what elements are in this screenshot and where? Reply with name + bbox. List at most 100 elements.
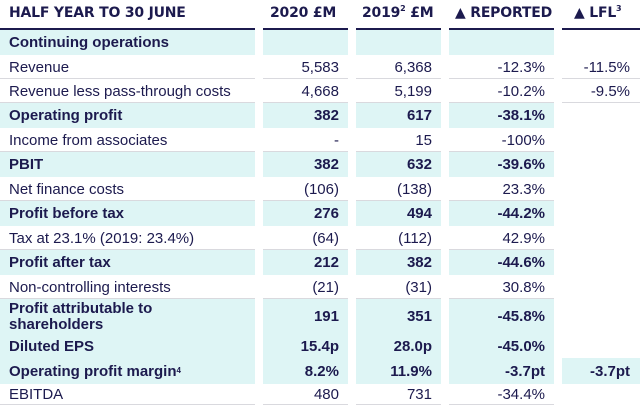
row-label: PBIT (9, 152, 43, 177)
value-lfl: -9.5% (590, 82, 630, 100)
row-divider (0, 151, 255, 152)
row-divider (356, 78, 441, 79)
row-highlight (562, 358, 640, 384)
row-highlight (263, 152, 348, 177)
row-label-text: Income from associates (9, 131, 168, 149)
row-divider (0, 102, 255, 103)
row-highlight (356, 30, 441, 55)
row-label-text: EBITDA (9, 386, 64, 403)
row-label-text: PBIT (9, 156, 44, 173)
row-highlight (263, 103, 348, 128)
value-2019: (31) (405, 278, 432, 296)
row-divider (356, 298, 441, 299)
table-row: Non-controlling interests (21) (31) 30.8% (0, 275, 640, 299)
row-highlight (356, 103, 441, 128)
row-divider (356, 249, 441, 250)
row-divider (263, 151, 348, 152)
row-label: Income from associates (9, 128, 167, 152)
row-divider (0, 404, 255, 405)
value-2019: 632 (406, 156, 432, 173)
value-2020: (106) (303, 180, 339, 198)
value-2020: 8.2% (304, 362, 339, 380)
row-divider (263, 249, 348, 250)
row-label: Revenue less pass-through costs (9, 79, 231, 103)
row-divider (0, 200, 255, 201)
value-2019: 15 (415, 131, 432, 149)
header-period: HALF YEAR TO 30 JUNE (9, 5, 186, 21)
row-label: Revenue (9, 55, 69, 79)
row-highlight (0, 250, 255, 275)
table-header: HALF YEAR TO 30 JUNE 2020 £M 20192 £M ▲ … (0, 0, 640, 30)
row-highlight (449, 152, 554, 177)
header-reported: ▲ REPORTED (455, 5, 553, 21)
row-divider (449, 249, 554, 250)
row-label-text: Net finance costs (9, 180, 125, 198)
value-2020: 276 (313, 205, 339, 222)
value-2019: 494 (406, 205, 432, 222)
table-row: Operating profit margin 4 8.2% 11.9% -3.7pt -… (0, 358, 640, 384)
section-row: Continuing operations (0, 30, 640, 55)
row-label: Operating profit (9, 103, 122, 128)
value-reported: -45.8% (497, 308, 545, 325)
value-reported: 23.3% (502, 180, 545, 198)
row-divider (263, 78, 348, 79)
header-rule (263, 28, 348, 30)
row-highlight (356, 152, 441, 177)
value-2020: 212 (313, 254, 339, 271)
row-label-text: Profit before tax (9, 205, 125, 222)
table-row: PBIT 382 632 -39.6% (0, 152, 640, 177)
value-2019: 11.9% (390, 362, 432, 380)
value-reported: -3.7pt (504, 362, 545, 380)
row-label-text: Revenue (9, 58, 70, 76)
value-2020: 480 (313, 386, 339, 403)
value-2020: 382 (313, 107, 339, 124)
value-reported: -38.1% (497, 107, 545, 124)
row-highlight (0, 103, 255, 128)
header-2019-footnote: 2 (400, 4, 406, 13)
table-row: Tax at 23.1% (2019: 23.4%) (64) (112) 42.9% (0, 226, 640, 250)
value-reported: -12.3% (497, 58, 545, 76)
value-reported: 42.9% (502, 229, 545, 247)
row-divider (263, 404, 348, 405)
row-highlight (0, 152, 255, 177)
header-lfl-footnote: 3 (616, 4, 622, 13)
value-2019: 731 (406, 386, 432, 403)
table-row: Revenue less pass-through costs 4,668 5,19… (0, 79, 640, 103)
row-label: Tax at 23.1% (2019: 23.4%) (9, 226, 194, 250)
row-divider (449, 298, 554, 299)
row-label: Net finance costs (9, 177, 124, 201)
row-highlight (449, 30, 554, 55)
table-row: Revenue 5,583 6,368 -12.3% -11.5% (0, 55, 640, 79)
row-divider (0, 249, 255, 250)
table-row: Income from associates - 15 -100% (0, 128, 640, 152)
value-2020: 5,583 (301, 58, 339, 76)
row-label-footnote: 4 (176, 365, 181, 375)
row-label-text: Profit attributable to shareholders (9, 299, 153, 333)
row-divider (356, 151, 441, 152)
value-2019: 351 (406, 308, 432, 325)
value-2020: 4,668 (301, 82, 339, 100)
row-highlight (263, 358, 348, 384)
row-divider (356, 404, 441, 405)
row-divider (0, 298, 255, 299)
row-label: Profit after tax (9, 250, 111, 275)
table-row: EBITDA 480 731 -34.4% (0, 384, 640, 405)
value-lfl: -3.7pt (589, 362, 630, 380)
row-highlight (0, 334, 255, 358)
row-label-text: Operating profit (9, 107, 123, 124)
table-row: Operating profit 382 617 -38.1% (0, 103, 640, 128)
value-2020: 382 (313, 156, 339, 173)
row-label-text: Operating profit margin (9, 362, 177, 380)
row-highlight (263, 299, 348, 334)
header-rule (449, 28, 554, 30)
value-2019: (112) (398, 229, 432, 247)
row-highlight (449, 334, 554, 358)
value-reported: -10.2% (497, 82, 545, 100)
row-label: EBITDA (9, 384, 63, 405)
table-row: Net finance costs (106) (138) 23.3% (0, 177, 640, 201)
value-reported: -44.2% (497, 205, 545, 222)
row-divider (263, 298, 348, 299)
row-divider (562, 78, 640, 79)
value-2019: (138) (396, 180, 432, 198)
